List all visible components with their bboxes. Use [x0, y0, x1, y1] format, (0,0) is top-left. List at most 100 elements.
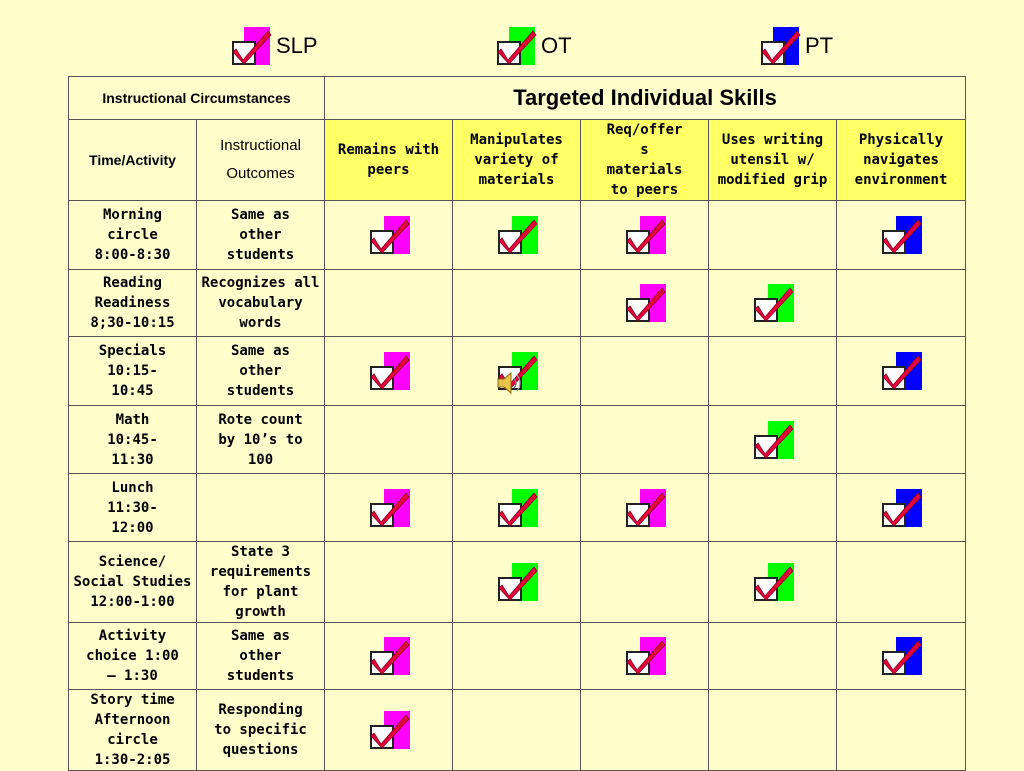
skill-cell-remains-with-peers [324, 269, 453, 337]
skill-cell-manipulates-materials [452, 473, 581, 542]
legend-label-slp: SLP [276, 33, 318, 58]
skill-header-writing-utensil: Uses writing utensil w/ modified grip [708, 119, 837, 201]
table-row: Activity choice 1:00 – 1:30 Same as other… [68, 622, 967, 690]
checkbox-green-icon [752, 420, 794, 459]
checkbox-blue-icon [759, 27, 801, 65]
time-activity-text: Morning circle 8:00-8:30 [94, 207, 171, 263]
time-activity-text: Activity choice 1:00 – 1:30 [86, 628, 179, 684]
time-activity-header: Time/Activity [68, 119, 197, 201]
skill-cell-physically-navigates [835, 473, 967, 542]
skill-cell-physically-navigates [835, 541, 967, 623]
legend-pt: PT [759, 26, 833, 66]
skill-cell-writing-utensil [708, 405, 837, 474]
skill-cell-writing-utensil [708, 622, 837, 690]
instructional-outcome-cell: Same as other students [196, 200, 325, 270]
table-body: Morning circle 8:00-8:30 Same as other st… [68, 200, 967, 771]
skill-cell-remains-with-peers [324, 541, 453, 623]
checkbox-magenta-icon [624, 637, 666, 675]
time-activity-cell: Activity choice 1:00 – 1:30 [68, 622, 197, 690]
time-activity-cell: Science/ Social Studies 12:00-1:00 [68, 541, 197, 623]
skills-matrix-table: Instructional Circumstances Targeted Ind… [68, 76, 967, 771]
checkbox-magenta-icon [368, 216, 410, 254]
instructional-outcome-cell: State 3 requirements for plant growth [196, 541, 325, 623]
checkbox-blue-icon [880, 637, 923, 675]
skill-cell-physically-navigates [835, 200, 967, 270]
table-row: Math 10:45-11:30 Rote count by 10’s to 10… [68, 405, 967, 474]
skill-cell-writing-utensil [708, 336, 837, 406]
skill-header-req-offer-materials: Req/offer s materials to peers [580, 119, 709, 201]
legend-label-pt: PT [805, 33, 834, 58]
skill-cell-physically-navigates [835, 269, 967, 337]
time-activity-cell: Story time Afternoon circle 1:30-2:05 [68, 689, 197, 771]
checkbox-magenta-icon [230, 27, 272, 65]
skill-cell-req-offer-materials [580, 269, 709, 337]
time-activity-text: Math 10:45-11:30 [107, 411, 158, 468]
time-activity-text: Science/ Social Studies 12:00-1:00 [73, 554, 192, 610]
skill-header-physically-navigates: Physically navigates environment [835, 119, 967, 201]
instructional-outcome-text: Rote count by 10’s to 100 [218, 411, 303, 468]
skill-cell-remains-with-peers [324, 405, 453, 474]
skill-cell-writing-utensil [708, 473, 837, 542]
instructional-outcome-cell: Recognizes all vocabulary words [196, 269, 325, 337]
table-row: Story time Afternoon circle 1:30-2:05 Res… [68, 689, 967, 771]
instructional-outcome-text: Same as other students [226, 343, 295, 399]
instructional-outcome-cell: Rote count by 10’s to 100 [196, 405, 325, 474]
checkbox-green-icon [752, 563, 794, 601]
time-activity-text: Specials 10:15-10:45 [98, 343, 167, 399]
checkbox-green-icon [496, 488, 538, 527]
skill-cell-physically-navigates [835, 336, 967, 406]
checkbox-magenta-icon [368, 352, 410, 390]
checkbox-magenta-icon [368, 711, 410, 749]
skill-cell-remains-with-peers [324, 689, 453, 771]
checkbox-magenta-icon [368, 637, 410, 675]
skill-cell-remains-with-peers [324, 200, 453, 270]
instructional-outcome-text: Same as other students [226, 207, 295, 263]
table-row: Science/ Social Studies 12:00-1:00 State … [68, 541, 967, 623]
instructional-outcome-text: State 3 requirements for plant growth [209, 544, 312, 620]
skill-cell-writing-utensil [708, 541, 837, 623]
skill-header-manipulates-materials: Manipulates variety of materials [452, 119, 581, 201]
speaker-icon[interactable] [494, 368, 524, 398]
checkbox-green-icon [752, 284, 794, 322]
table-row: Specials 10:15-10:45 Same as other studen… [68, 336, 967, 406]
targeted-skills-title: Targeted Individual Skills [323, 76, 967, 120]
skill-cell-req-offer-materials [580, 689, 709, 771]
skill-cell-remains-with-peers [324, 622, 453, 690]
skill-cell-req-offer-materials [580, 541, 709, 623]
instructional-outcome-cell: Responding to specific questions [196, 689, 325, 771]
skill-cell-manipulates-materials [452, 689, 581, 771]
time-activity-cell: Math 10:45-11:30 [68, 405, 197, 474]
skill-cell-manipulates-materials [452, 405, 581, 474]
time-activity-cell: Lunch 11:30-12:00 [68, 473, 197, 542]
checkbox-magenta-icon [624, 216, 666, 254]
skill-cell-manipulates-materials [452, 269, 581, 337]
time-activity-text: Reading Readiness 8;30-10:15 [90, 275, 175, 331]
instructional-outcome-cell [196, 473, 325, 542]
instructional-outcome-text: Same as other students [226, 628, 295, 684]
skill-cell-remains-with-peers [324, 336, 453, 406]
instructional-outcome-cell: Same as other students [196, 622, 325, 690]
skill-cell-writing-utensil [708, 269, 837, 337]
skill-cell-physically-navigates [835, 622, 967, 690]
skill-cell-req-offer-materials [580, 200, 709, 270]
legend-label-ot: OT [541, 33, 572, 58]
skill-cell-manipulates-materials [452, 200, 581, 270]
checkbox-magenta-icon [368, 488, 410, 527]
legend-ot: OT [495, 26, 572, 66]
skill-cell-physically-navigates [835, 405, 967, 474]
checkbox-green-icon [496, 216, 538, 254]
skill-cell-physically-navigates [835, 689, 967, 771]
skill-cell-req-offer-materials [580, 622, 709, 690]
instructional-outcome-text: Recognizes all vocabulary words [201, 275, 320, 331]
instructional-outcomes-label: Instructional Outcomes [220, 137, 301, 182]
skill-cell-req-offer-materials [580, 405, 709, 474]
instructional-circumstances-header: Instructional Circumstances [68, 76, 325, 120]
skill-cell-manipulates-materials [452, 622, 581, 690]
skill-cell-req-offer-materials [580, 336, 709, 406]
checkbox-magenta-icon [624, 284, 666, 322]
skill-header-remains-with-peers: Remains with peers [324, 119, 453, 201]
skill-cell-writing-utensil [708, 689, 837, 771]
instructional-outcome-cell: Same as other students [196, 336, 325, 406]
table-row: Lunch 11:30-12:00 [68, 473, 967, 542]
instructional-outcome-text: Responding to specific questions [214, 702, 307, 758]
